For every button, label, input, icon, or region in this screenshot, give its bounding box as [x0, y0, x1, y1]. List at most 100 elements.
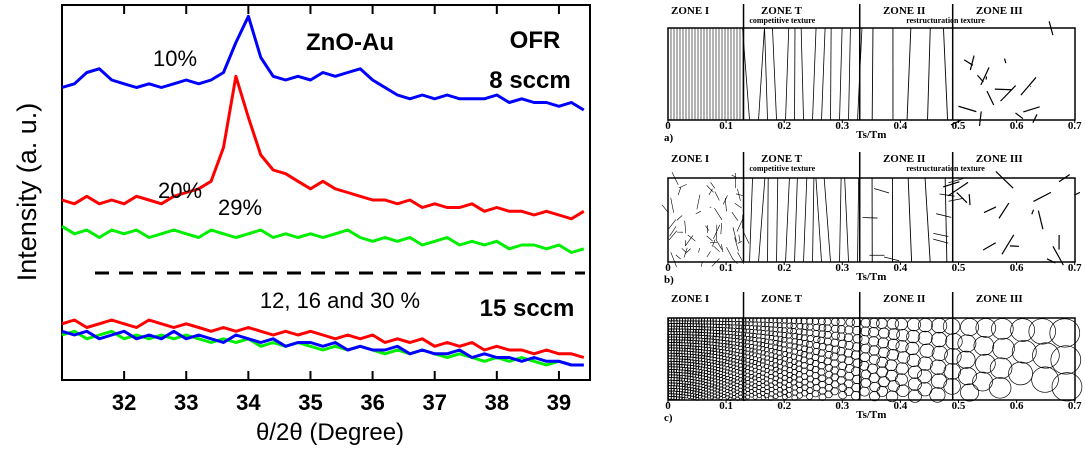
grain-boundary	[785, 177, 790, 263]
grain-boundary	[1046, 258, 1056, 264]
grain-boundary	[731, 211, 739, 221]
grain	[860, 317, 871, 328]
zone-tick-label: 0.6	[1010, 262, 1024, 274]
grain-boundary	[857, 177, 860, 263]
grain	[917, 318, 933, 333]
annotation: 10%	[153, 46, 197, 71]
grain	[859, 386, 870, 397]
grain	[851, 382, 862, 393]
zone-label: ZONE II	[883, 5, 926, 17]
zone-tick-label: 0.5	[952, 400, 966, 412]
grain	[818, 387, 827, 395]
grain-boundary	[1058, 173, 1071, 183]
grain	[887, 338, 900, 351]
zone-tick-label: 0	[665, 262, 671, 274]
grain-boundary	[710, 182, 716, 189]
grain	[781, 370, 788, 376]
x-tick-label: 36	[360, 390, 384, 415]
zone-note: competitive texture	[749, 164, 815, 173]
series-line	[61, 74, 585, 221]
grain	[852, 374, 863, 385]
grain-boundary	[737, 188, 741, 201]
grain-boundary	[1048, 21, 1054, 36]
grain-boundary	[871, 27, 874, 121]
annotation: 20%	[158, 178, 202, 203]
grain	[917, 330, 933, 346]
grain-boundary	[948, 178, 964, 184]
grain-boundary	[713, 245, 720, 252]
grain	[930, 373, 948, 389]
grain	[886, 349, 899, 361]
grain	[906, 353, 921, 367]
grain	[756, 341, 762, 347]
grain	[975, 318, 997, 338]
plot-frame	[61, 4, 591, 381]
grain	[843, 348, 854, 358]
zone-note: competitive texture	[749, 16, 815, 25]
grain	[764, 384, 770, 390]
grain-boundary	[994, 88, 1012, 91]
grain	[737, 335, 743, 340]
grain	[1050, 345, 1082, 375]
grain-boundary	[1037, 210, 1044, 230]
grain-boundary	[764, 27, 768, 121]
grain	[896, 384, 910, 397]
grain	[943, 378, 961, 395]
grain	[801, 339, 809, 347]
grain	[852, 334, 863, 344]
grain	[919, 343, 935, 358]
grain	[756, 325, 762, 331]
grain	[824, 390, 833, 399]
grain-boundary	[714, 191, 720, 201]
zone-label: ZONE T	[761, 293, 803, 305]
grain-boundary	[758, 27, 765, 121]
grain-boundary	[683, 247, 688, 258]
grain	[681, 397, 686, 401]
grain-boundary	[857, 27, 863, 121]
grain-boundary	[681, 248, 687, 253]
grain-boundary	[731, 174, 738, 179]
grain-boundary	[927, 27, 931, 121]
grain	[838, 383, 848, 392]
grain-boundary	[721, 244, 724, 253]
zone-tick-label: 0.5	[952, 120, 966, 132]
grain	[887, 380, 900, 392]
grain	[768, 373, 774, 380]
grain	[817, 368, 826, 376]
grain-boundary	[710, 241, 718, 244]
grain-boundary	[942, 181, 960, 188]
zone-tick-label: 0.7	[1068, 262, 1082, 274]
grain	[721, 394, 726, 399]
grain-boundary	[839, 27, 843, 121]
grain	[906, 329, 921, 344]
panel-label: c)	[664, 412, 673, 424]
annotation: 12, 16 and 30 %	[260, 288, 420, 313]
grain-boundary	[767, 177, 769, 263]
grain	[752, 348, 758, 354]
grain	[824, 350, 833, 359]
grain-boundary	[734, 203, 742, 209]
grain-boundary	[738, 234, 741, 243]
grain	[692, 396, 697, 401]
grain-boundary	[734, 237, 739, 252]
grain-boundary	[737, 252, 745, 265]
grain	[745, 394, 751, 400]
x-tick-label: 38	[485, 390, 509, 415]
grain-boundary	[1031, 209, 1035, 215]
grain-boundary	[948, 197, 964, 202]
grain	[738, 370, 743, 375]
grain	[907, 377, 922, 391]
grain	[878, 327, 890, 339]
grain	[975, 353, 996, 374]
grain	[764, 388, 770, 395]
grain	[755, 389, 762, 394]
grain	[852, 326, 862, 336]
grain	[773, 335, 779, 342]
panel-label: a)	[664, 132, 674, 144]
grain	[836, 317, 846, 327]
grain-boundary	[978, 111, 982, 126]
grain	[989, 357, 1013, 379]
grain-boundary	[1032, 114, 1038, 124]
zone-note: restructuration texture	[906, 16, 985, 25]
grain	[812, 378, 820, 386]
